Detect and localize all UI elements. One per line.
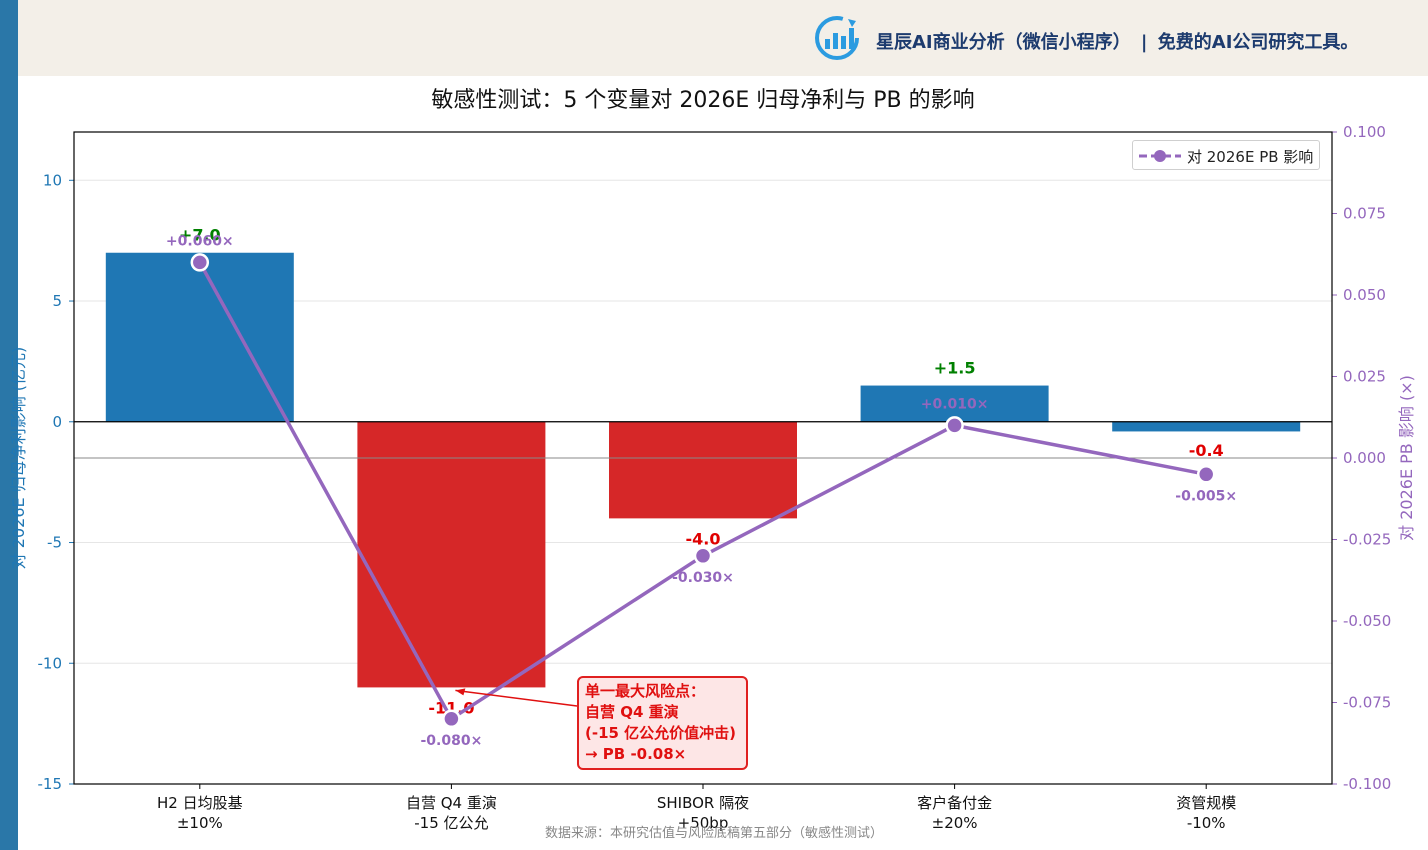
x-tick-label-line: H2 日均股基 <box>157 794 243 812</box>
brand-tagline: 免费的AI公司研究工具。 <box>1157 32 1359 53</box>
pb-value-label: -0.030× <box>672 570 734 586</box>
bar-value-label: -4.0 <box>686 529 721 548</box>
x-tick-label: 资管规模 -10% <box>1176 794 1236 832</box>
x-tick-label-line: -10% <box>1187 814 1226 832</box>
y2-tick-label: 0.050 <box>1343 286 1386 304</box>
y-tick-label: -15 <box>38 775 63 793</box>
bar <box>1112 421 1301 432</box>
pb-point <box>442 709 461 729</box>
annotation-arrow <box>455 689 578 707</box>
risk-annotation-box: 单一最大风险点： 自营 Q4 重演 (-15 亿公允价值冲击) → PB -0.… <box>577 676 748 770</box>
annotation-arrowhead <box>455 688 466 696</box>
chart-title: 敏感性测试：5 个变量对 2026E 归母净利与 PB 的影响 <box>431 88 975 113</box>
y2-tick-label: -0.075 <box>1343 694 1391 712</box>
y2-tick-label: 0.025 <box>1343 368 1386 386</box>
x-tick-label-line: SHIBOR 隔夜 <box>657 794 749 812</box>
pb-point <box>693 546 713 566</box>
bar <box>105 252 294 422</box>
x-tick-label: H2 日均股基 ±10% <box>157 794 243 832</box>
pb-value-label: -0.080× <box>420 733 482 749</box>
brand-separator: | <box>1140 32 1148 53</box>
x-tick-label: SHIBOR 隔夜 +50bp <box>657 794 749 832</box>
pb-point <box>945 416 964 435</box>
legend-label-pb: 对 2026E PB 影响 <box>1187 148 1314 166</box>
x-tick-label-line: 资管规模 <box>1176 794 1236 812</box>
pb-value-label: +0.010× <box>921 396 989 412</box>
y2-tick-label: 0.100 <box>1343 123 1386 141</box>
pb-point <box>1196 465 1216 484</box>
side-accent-strip <box>0 0 18 850</box>
data-source-note: 数据来源：本研究估值与风险底稿第五部分（敏感性测试） <box>544 826 883 841</box>
y2-tick-label: -0.100 <box>1343 775 1391 793</box>
y2-axis-label: 对 2026E PB 影响 (×) <box>1397 375 1416 541</box>
x-tick-label-line: 客户备付金 <box>917 794 992 812</box>
y2-tick-label: 0.000 <box>1343 449 1386 467</box>
x-tick-label-line: ±10% <box>177 814 223 832</box>
x-tick-label-line: 自营 Q4 重演 <box>406 794 497 812</box>
pb-value-label: -0.005× <box>1175 488 1237 504</box>
y2-tick-label: -0.050 <box>1343 612 1391 630</box>
pb-point <box>190 253 210 272</box>
bar <box>860 385 1049 422</box>
top-banner <box>18 0 1428 76</box>
y-tick-label: 5 <box>52 292 62 310</box>
bar-value-label: +1.5 <box>934 359 976 378</box>
pb-value-label: +0.060× <box>166 233 234 249</box>
y2-tick-label: -0.025 <box>1343 531 1391 549</box>
y2-tick-label: 0.075 <box>1343 205 1386 223</box>
legend: 对 2026E PB 影响 <box>1132 140 1320 170</box>
x-tick-label-line: +50bp <box>678 814 729 832</box>
y-tick-label: -10 <box>38 654 63 672</box>
brand-line: 星辰AI商业分析（微信小程序） | 免费的AI公司研究工具。 <box>876 28 1358 54</box>
y-tick-label: 10 <box>43 171 62 189</box>
x-tick-label-line: ±20% <box>932 814 978 832</box>
y-tick-label: 0 <box>52 413 62 431</box>
chart-logo-icon <box>815 16 859 60</box>
bar-value-label: +7.0 <box>179 226 221 245</box>
y-tick-label: -5 <box>47 534 62 552</box>
x-tick-label-line: -15 亿公允 <box>414 814 488 832</box>
legend-line-marker <box>1139 150 1181 162</box>
bar-value-label: -0.4 <box>1189 441 1224 460</box>
y-axis-label: 对 2026E 归母净利影响 (亿元) <box>9 347 28 570</box>
bar <box>357 421 546 688</box>
x-tick-label: 自营 Q4 重演 -15 亿公允 <box>406 794 497 832</box>
x-tick-label: 客户备付金 ±20% <box>917 794 992 832</box>
brand-name: 星辰AI商业分析（微信小程序） <box>876 32 1131 53</box>
bar <box>609 421 797 519</box>
